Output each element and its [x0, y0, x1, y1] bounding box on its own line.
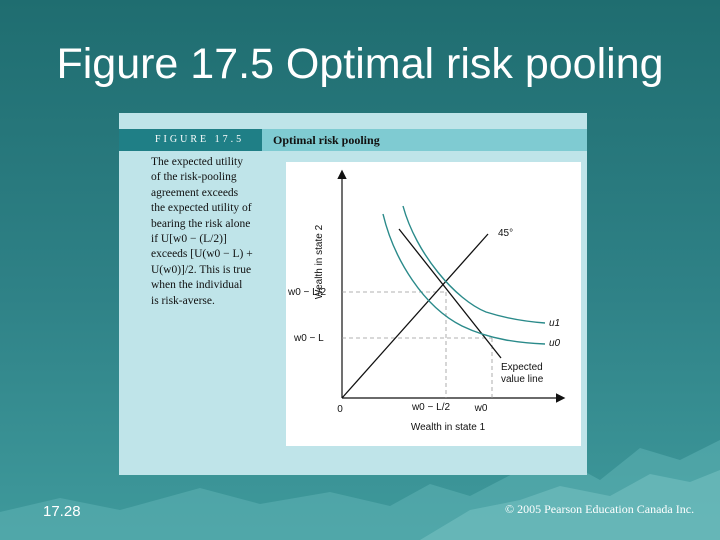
curve-u1-label: u1 — [549, 318, 560, 329]
slide-number: 17.28 — [43, 503, 81, 520]
caption-line: exceeds [U(w0 − L) + — [151, 248, 253, 261]
graph-area: Wealth in state 2 Wealth in state 1 0 w0… — [286, 162, 581, 446]
expected-value-label-line1: Expected — [501, 362, 543, 373]
x-axis-label: Wealth in state 1 — [411, 422, 486, 433]
risk-pooling-diagram: Wealth in state 2 Wealth in state 1 0 w0… — [287, 169, 566, 433]
expected-value-line — [398, 228, 502, 359]
figure-title: Optimal risk pooling — [262, 129, 587, 151]
origin-label: 0 — [337, 404, 343, 415]
caption-line: The expected utility — [151, 156, 243, 168]
slide-title: Figure 17.5 Optimal risk pooling — [56, 40, 664, 88]
figure-caption: The expected utility of the risk-pooling… — [151, 155, 281, 309]
figure-panel: FIGURE 17.5 Optimal risk pooling The exp… — [119, 113, 587, 475]
caption-line: U(w0)]/2. This is true — [151, 263, 252, 276]
indifference-curve-u1 — [402, 205, 546, 324]
caption-line: when the individual — [151, 279, 243, 292]
y-tick-upper-label: w0 − L/2 — [287, 287, 327, 298]
caption-line: the expected utility of — [151, 202, 252, 215]
degree-label: 45° — [498, 228, 513, 239]
caption-line: of the risk-pooling — [151, 171, 237, 184]
forty-five-degree-line — [341, 233, 489, 399]
caption-line: is risk-averse. — [151, 294, 215, 307]
copyright-notice: © 2005 Pearson Education Canada Inc. — [505, 502, 695, 516]
curve-u0-label: u0 — [549, 338, 561, 349]
figure-label: FIGURE 17.5 — [119, 129, 262, 151]
figure-header: FIGURE 17.5 Optimal risk pooling — [119, 129, 587, 151]
caption-line: if U[w0 − (L/2)] — [151, 233, 227, 246]
x-tick-right-label: w0 — [474, 403, 488, 414]
x-tick-left-label: w0 − L/2 — [411, 402, 451, 413]
caption-line: agreement exceeds — [151, 186, 239, 199]
caption-line: bearing the risk alone — [151, 217, 251, 230]
y-tick-lower-label: w0 − L — [293, 333, 324, 344]
y-axis-label: Wealth in state 2 — [314, 224, 325, 299]
expected-value-label-line2: value line — [501, 374, 544, 385]
indifference-curve-u0 — [382, 213, 546, 345]
